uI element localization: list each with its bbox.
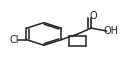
Text: OH: OH — [104, 26, 119, 36]
Text: Cl: Cl — [10, 35, 19, 45]
Text: O: O — [89, 11, 97, 21]
